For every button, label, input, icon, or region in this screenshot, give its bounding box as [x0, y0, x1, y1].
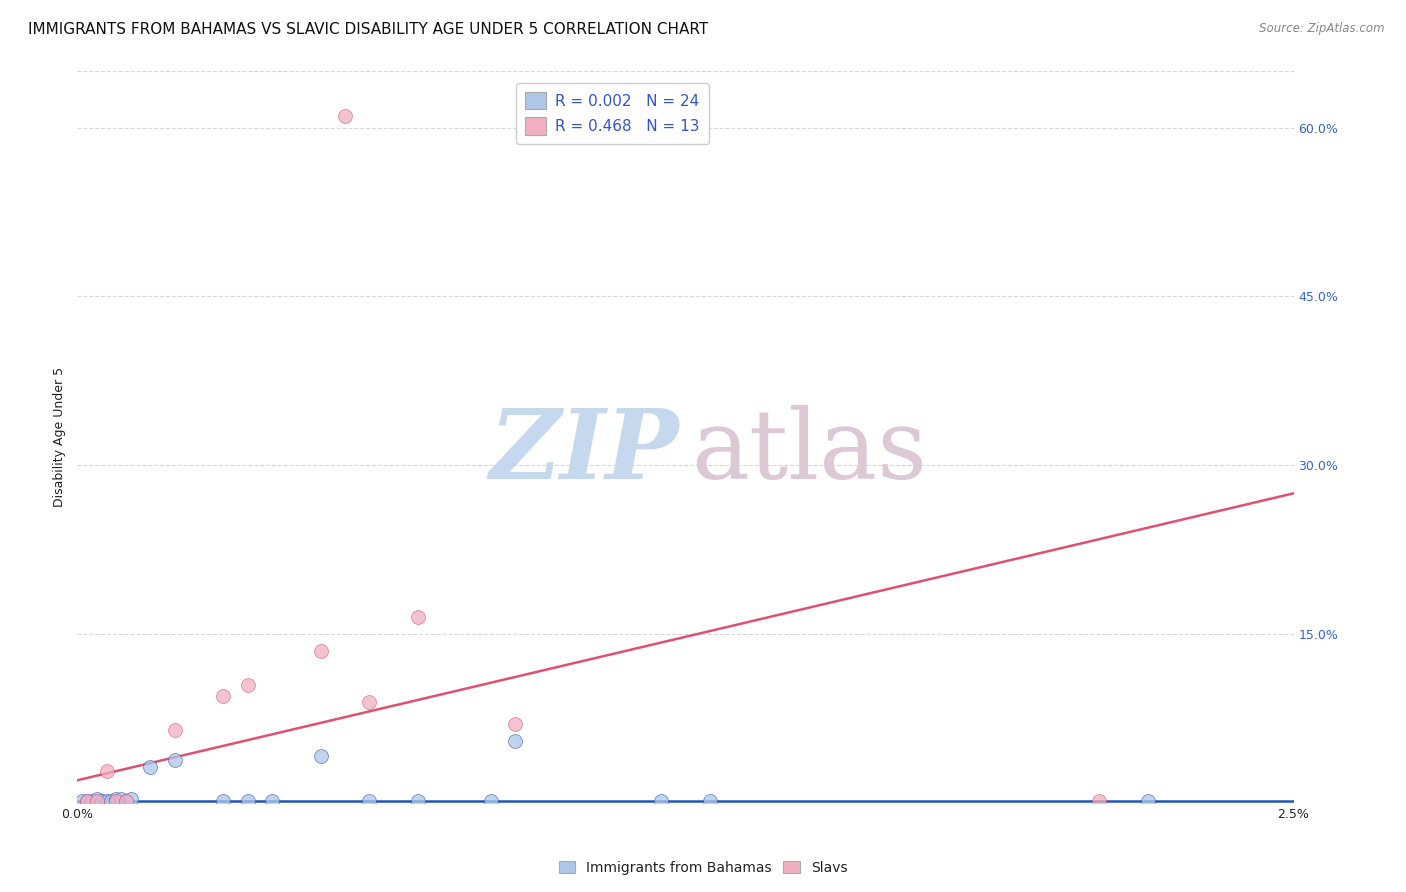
Point	[1136, 793, 1159, 807]
Point	[76, 793, 98, 807]
Point	[479, 793, 502, 807]
Point	[406, 793, 429, 807]
Point	[105, 792, 128, 806]
Point	[699, 793, 721, 807]
Text: atlas: atlas	[692, 405, 928, 499]
Point	[163, 723, 186, 737]
Point	[333, 109, 356, 123]
Legend: R = 0.002   N = 24, R = 0.468   N = 13: R = 0.002 N = 24, R = 0.468 N = 13	[516, 83, 709, 144]
Point	[120, 792, 142, 806]
Point	[70, 793, 93, 807]
Point	[1088, 793, 1111, 807]
Point	[163, 753, 186, 767]
Point	[96, 764, 118, 779]
Point	[100, 793, 122, 807]
Point	[90, 793, 112, 807]
Point	[115, 793, 138, 807]
Point	[650, 793, 672, 807]
Point	[236, 678, 259, 692]
Y-axis label: Disability Age Under 5: Disability Age Under 5	[53, 367, 66, 508]
Point	[86, 793, 108, 807]
Point	[503, 734, 526, 748]
Point	[105, 793, 128, 807]
Point	[139, 760, 162, 774]
Point	[359, 793, 381, 807]
Point	[309, 644, 332, 658]
Point	[80, 793, 103, 807]
Point	[309, 748, 332, 763]
Point	[115, 793, 138, 807]
Point	[503, 717, 526, 731]
Point	[212, 689, 235, 703]
Point	[236, 793, 259, 807]
Text: ZIP: ZIP	[489, 405, 679, 499]
Point	[96, 793, 118, 807]
Point	[406, 610, 429, 624]
Legend: Immigrants from Bahamas, Slavs: Immigrants from Bahamas, Slavs	[553, 855, 853, 880]
Text: Source: ZipAtlas.com: Source: ZipAtlas.com	[1260, 22, 1385, 36]
Text: IMMIGRANTS FROM BAHAMAS VS SLAVIC DISABILITY AGE UNDER 5 CORRELATION CHART: IMMIGRANTS FROM BAHAMAS VS SLAVIC DISABI…	[28, 22, 709, 37]
Point	[212, 793, 235, 807]
Point	[260, 793, 283, 807]
Point	[110, 792, 132, 806]
Point	[86, 792, 108, 806]
Point	[359, 694, 381, 708]
Point	[76, 793, 98, 807]
